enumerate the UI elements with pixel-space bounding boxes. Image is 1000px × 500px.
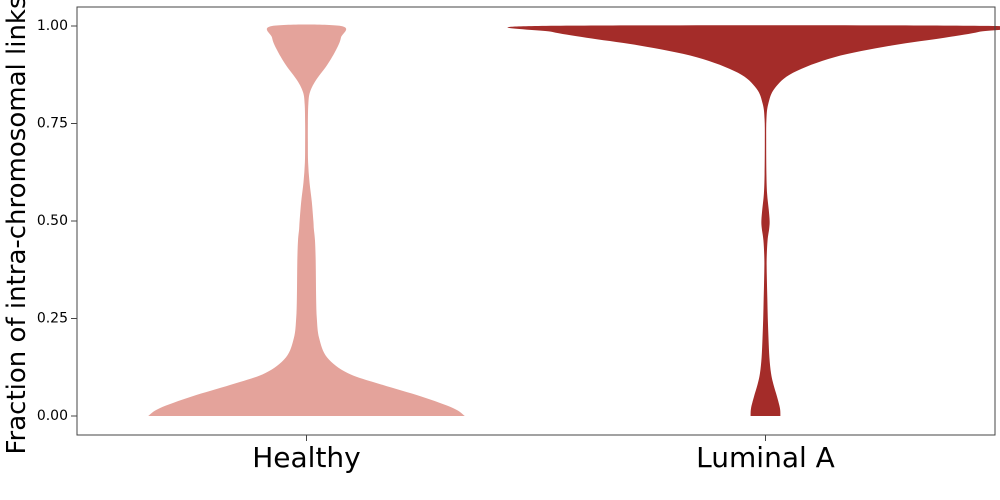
violins-layer [148,24,1000,416]
y-tick-label: 0.00 [37,408,68,424]
violin-healthy [148,24,465,416]
y-axis-title: Fraction of intra-chromosomal links [2,0,32,455]
x-category-label: Healthy [252,441,361,474]
y-axis: 0.00 0.25 0.50 0.75 1.00 [37,18,77,424]
y-tick-label: 0.25 [37,311,68,327]
y-tick-label: 0.50 [37,213,68,229]
x-axis: Healthy Luminal A [252,435,835,474]
y-tick-label: 0.75 [37,116,68,132]
x-category-label: Luminal A [696,441,835,474]
y-tick-label: 1.00 [37,18,68,34]
violin-luminal-a [507,25,1000,416]
plot-frame [76,6,996,436]
